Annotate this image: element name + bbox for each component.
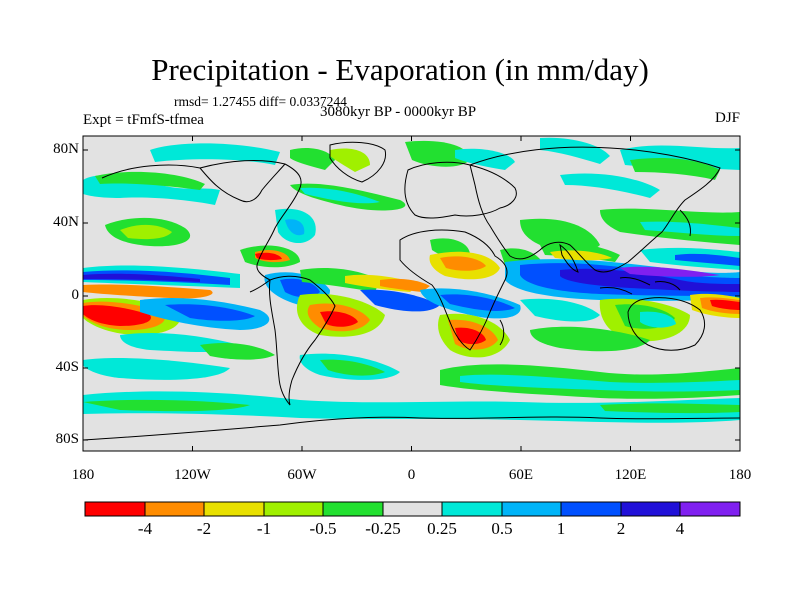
map-title: Precipitation - Evaporation (in mm/day) xyxy=(151,52,649,87)
colorbar xyxy=(84,501,741,517)
coastlines xyxy=(83,141,740,441)
colorbar-box-7 xyxy=(441,501,503,517)
colorbar-box-5 xyxy=(322,501,384,517)
x-tick-label: 180 xyxy=(728,467,752,483)
x-tick-label: 120W xyxy=(174,467,211,483)
north-midlat-bands xyxy=(240,208,740,268)
colorbar-label: -0.25 xyxy=(365,519,401,538)
x-tick-label: 60W xyxy=(287,467,317,483)
colorbar-label: 0.5 xyxy=(491,519,513,538)
colorbar-box-2 xyxy=(144,501,205,517)
x-tick-label: 120E xyxy=(614,467,647,483)
colorbar-label: -1 xyxy=(256,519,272,538)
north-bands xyxy=(83,137,740,247)
tropical-bands xyxy=(83,243,740,360)
colorbar-box-10 xyxy=(620,501,681,517)
colorbar-box-3 xyxy=(203,501,265,517)
x-axis-ticks xyxy=(82,136,741,451)
y-tick-label: 80N xyxy=(53,141,79,157)
colorbar-box-9 xyxy=(560,501,622,517)
colorbar-label: -2 xyxy=(196,519,212,538)
y-tick-label: 40S xyxy=(55,359,79,375)
south-bands xyxy=(83,353,740,423)
x-tick-label: 0 xyxy=(407,467,416,483)
y-axis-ticks xyxy=(83,149,740,441)
colorbar-box-11 xyxy=(679,501,741,517)
colorbar-box-4 xyxy=(263,501,324,517)
colorbar-label: 4 xyxy=(675,519,685,538)
x-tick-label: 60E xyxy=(508,467,534,483)
y-tick-label: 0 xyxy=(71,287,80,303)
map-panel xyxy=(83,136,740,451)
experiment-label: Expt = tFmfS-tfmea xyxy=(83,112,204,128)
colorbar-box-8 xyxy=(501,501,562,517)
colorbar-label: 2 xyxy=(616,519,626,538)
colorbar-label: 1 xyxy=(556,519,566,538)
colorbar-box-6 xyxy=(382,501,443,517)
y-tick-label: 80S xyxy=(55,431,79,447)
colorbar-label: -4 xyxy=(137,519,153,538)
stats-label: rmsd= 1.27455 diff= 0.0337244 xyxy=(174,94,347,109)
season-label: DJF xyxy=(714,110,740,126)
y-tick-label: 40N xyxy=(53,214,79,230)
colorbar-label: 0.25 xyxy=(427,519,457,538)
colorbar-box-1 xyxy=(84,501,146,517)
x-tick-label: 180 xyxy=(71,467,95,483)
colorbar-label: -0.5 xyxy=(309,519,337,538)
period-label: 3080kyr BP - 0000kyr BP xyxy=(320,104,477,120)
